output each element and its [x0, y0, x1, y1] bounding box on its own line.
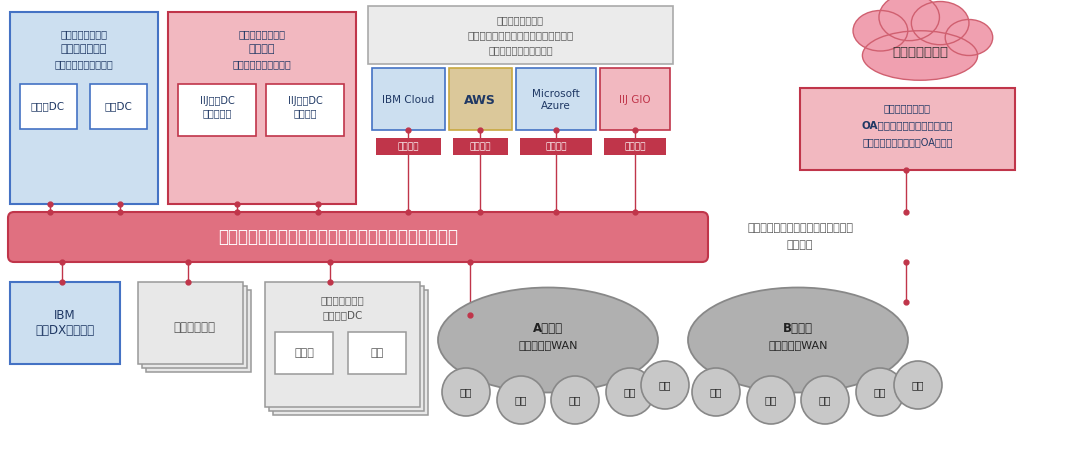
Text: 拠点: 拠点	[765, 395, 778, 405]
Text: メインDC: メインDC	[30, 101, 65, 111]
Text: 拠点: 拠点	[623, 387, 636, 397]
Bar	[266, 84, 344, 136]
Bar	[348, 332, 406, 374]
Text: メイン: メイン	[294, 348, 314, 358]
Text: 外部センター: 外部センター	[174, 320, 215, 333]
Ellipse shape	[438, 288, 658, 392]
Ellipse shape	[689, 288, 908, 392]
Text: 拠点: 拠点	[515, 395, 527, 405]
Text: 閉域接続: 閉域接続	[397, 142, 419, 152]
Bar	[275, 332, 333, 374]
Text: Microsoft
Azure: Microsoft Azure	[532, 89, 580, 111]
Text: OAサービスプラットフォーム: OAサービスプラットフォーム	[862, 120, 954, 130]
Text: 地域金融機関向け: 地域金融機関向け	[884, 103, 931, 113]
Text: 地域金融機関向け: 地域金融機関向け	[239, 29, 286, 39]
Circle shape	[442, 368, 490, 416]
Bar	[138, 282, 243, 364]
Text: 閉域接続: 閉域接続	[624, 142, 646, 152]
Bar	[273, 290, 428, 415]
Text: 拠点: 拠点	[912, 380, 924, 390]
Text: 地域金融機関向け: 地域金融機関向け	[61, 29, 108, 39]
Text: プライベーWAN: プライベーWAN	[518, 340, 578, 350]
Circle shape	[606, 368, 654, 416]
Text: A銀行様: A銀行様	[533, 321, 563, 335]
Bar	[269, 286, 424, 411]
Text: 災対DC: 災対DC	[104, 101, 131, 111]
Text: IIJ GIO: IIJ GIO	[619, 95, 651, 105]
Text: プライベーWAN: プライベーWAN	[768, 340, 828, 350]
Text: 閉域接続: 閉域接続	[545, 142, 567, 152]
Text: メインフレーム: メインフレーム	[61, 44, 108, 54]
Text: （業務系クラウド利用）: （業務系クラウド利用）	[489, 45, 553, 55]
Bar	[449, 68, 512, 130]
Text: 共同プラットフォーム: 共同プラットフォーム	[232, 59, 291, 69]
Circle shape	[894, 361, 942, 409]
Ellipse shape	[945, 19, 993, 55]
Bar	[265, 282, 420, 407]
Circle shape	[497, 376, 545, 424]
Text: IBM
地域DXセンター: IBM 地域DXセンター	[36, 309, 94, 337]
Text: 拠点: 拠点	[459, 387, 472, 397]
Text: IIJ白井DC
（メイン）: IIJ白井DC （メイン）	[200, 96, 235, 118]
Bar	[10, 12, 157, 204]
Ellipse shape	[862, 31, 977, 80]
Text: 拠点: 拠点	[710, 387, 722, 397]
Bar	[146, 290, 251, 372]
Ellipse shape	[879, 0, 939, 41]
Bar	[453, 138, 508, 155]
Text: 閉域接続: 閉域接続	[786, 240, 813, 250]
Circle shape	[551, 376, 599, 424]
Text: （セキュリティ環境やOA環境）: （セキュリティ環境やOA環境）	[862, 137, 952, 147]
Text: B銀行様: B銀行様	[783, 321, 813, 335]
Text: 拠点: 拠点	[659, 380, 671, 390]
Text: 災対: 災対	[370, 348, 383, 358]
Circle shape	[801, 376, 849, 424]
Circle shape	[747, 376, 795, 424]
FancyBboxPatch shape	[8, 212, 708, 262]
Text: 各地域金融機関: 各地域金融機関	[320, 295, 365, 305]
Text: IIJ博多DC
（災対）: IIJ博多DC （災対）	[288, 96, 323, 118]
Ellipse shape	[911, 1, 969, 45]
Bar	[599, 68, 670, 130]
Text: 地銀共同化プライベートネットワーク・バックボーン: 地銀共同化プライベートネットワーク・バックボーン	[218, 228, 458, 246]
Bar	[20, 84, 77, 129]
Text: 本社: 本社	[569, 395, 581, 405]
Text: IBM Cloud: IBM Cloud	[382, 95, 434, 105]
Bar	[168, 12, 356, 204]
Text: 本社: 本社	[819, 395, 831, 405]
Text: 分散基盤: 分散基盤	[249, 44, 275, 54]
Text: インターネット: インターネット	[892, 46, 948, 59]
Bar	[520, 138, 592, 155]
Text: デジタルサービス・プラットフォーム: デジタルサービス・プラットフォーム	[467, 30, 573, 40]
Text: 共同プラットフォーム: 共同プラットフォーム	[54, 59, 113, 69]
Bar	[10, 282, 119, 364]
Text: 閉域接続: 閉域接続	[470, 142, 491, 152]
Circle shape	[692, 368, 740, 416]
Ellipse shape	[853, 11, 908, 51]
Bar	[800, 88, 1015, 170]
Bar	[516, 68, 596, 130]
Circle shape	[641, 361, 689, 409]
Bar	[368, 6, 673, 64]
Bar	[178, 84, 256, 136]
Text: AWS: AWS	[464, 94, 496, 106]
Text: 拠点: 拠点	[874, 387, 886, 397]
Bar	[372, 68, 445, 130]
Circle shape	[856, 368, 904, 416]
Text: 共同プラットフォーム内の全通信を: 共同プラットフォーム内の全通信を	[747, 223, 853, 233]
Bar	[604, 138, 666, 155]
Text: 個別契約DC: 個別契約DC	[323, 310, 363, 320]
Bar	[376, 138, 441, 155]
Text: 金融サービス向け: 金融サービス向け	[497, 15, 544, 25]
Bar	[142, 286, 247, 368]
Bar	[90, 84, 147, 129]
